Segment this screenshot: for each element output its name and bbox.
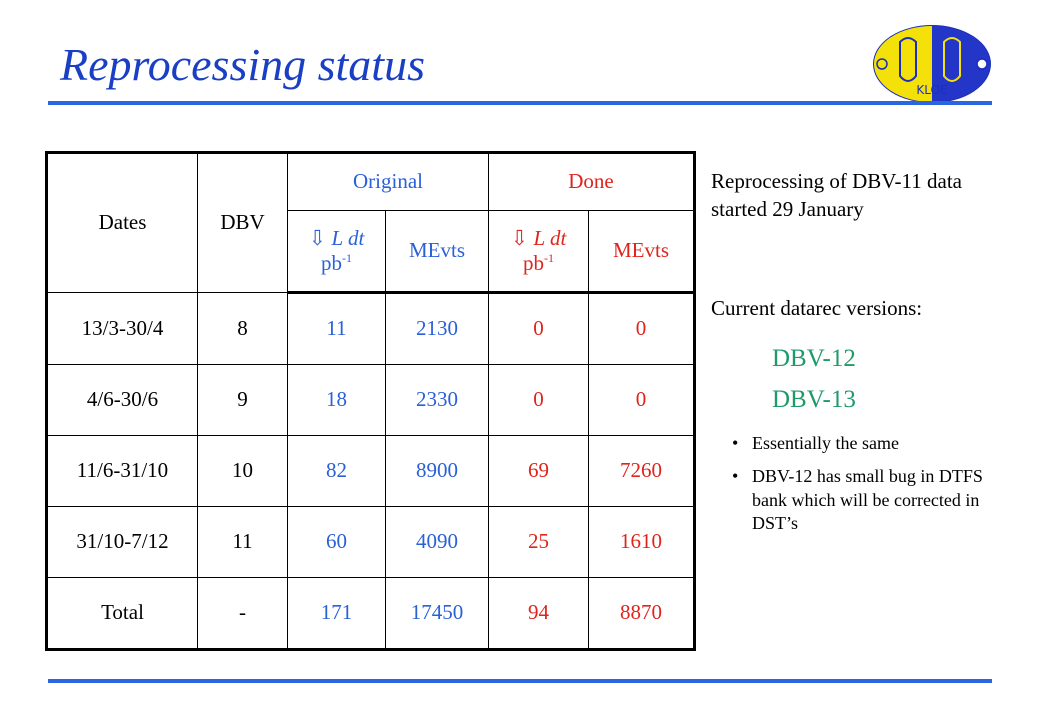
cell-done-lumi: 69 bbox=[488, 435, 590, 507]
svg-text:KLOE: KLOE bbox=[916, 83, 947, 97]
cell-orig-mevts: 8900 bbox=[384, 435, 490, 507]
version-dbv13: DBV-13 bbox=[772, 386, 856, 413]
reprocessing-table: Dates DBV Original Done ⇩ L dt pb-1 MEvt… bbox=[45, 151, 697, 651]
cell-done-mevts: 0 bbox=[588, 292, 696, 365]
header-original: Original bbox=[286, 152, 490, 211]
cell-dbv: 9 bbox=[197, 364, 288, 436]
cell-dates: 4/6-30/6 bbox=[46, 364, 198, 436]
header-done: Done bbox=[488, 152, 696, 211]
cell-orig-mevts: 2330 bbox=[384, 364, 490, 436]
cell-done-mevts: 1610 bbox=[588, 506, 696, 578]
reprocessing-note: Reprocessing of DBV-11 data started 29 J… bbox=[711, 167, 962, 224]
header-done-lumi: ⇩ L dt pb-1 bbox=[488, 210, 590, 294]
cell-orig-lumi: 82 bbox=[287, 435, 386, 507]
lumi-symbol: ⇩ L dt bbox=[510, 225, 567, 250]
table-row: 31/10-7/12 11 60 4090 25 1610 bbox=[46, 506, 696, 578]
header-done-mevts: MEvts bbox=[588, 210, 696, 294]
lumi-exponent: -1 bbox=[544, 251, 555, 265]
cell-done-lumi: 0 bbox=[488, 364, 590, 436]
lumi-exponent: -1 bbox=[342, 251, 352, 265]
table-row: 4/6-30/6 9 18 2330 0 0 bbox=[46, 364, 696, 436]
cell-dates: Total bbox=[46, 577, 198, 650]
kloe-logo: KLOE bbox=[873, 25, 991, 103]
header-dbv: DBV bbox=[197, 152, 288, 293]
cell-done-mevts: 0 bbox=[588, 364, 696, 436]
cell-orig-lumi: 171 bbox=[287, 577, 386, 650]
cell-dates: 31/10-7/12 bbox=[46, 506, 198, 578]
table-row: 13/3-30/4 8 11 2130 0 0 bbox=[46, 292, 696, 365]
cell-done-lumi: 25 bbox=[488, 506, 590, 578]
cell-orig-lumi: 60 bbox=[287, 506, 386, 578]
cell-orig-lumi: 11 bbox=[287, 292, 386, 365]
header-original-mevts: MEvts bbox=[384, 210, 490, 294]
cell-done-lumi: 94 bbox=[488, 577, 590, 650]
header-original-lumi: ⇩ L dt pb-1 bbox=[287, 210, 386, 294]
note-item: Essentially the same bbox=[730, 432, 1020, 456]
lumi-unit: pb bbox=[523, 251, 545, 275]
cell-dates: 13/3-30/4 bbox=[46, 292, 198, 365]
lumi-symbol: ⇩ L dt bbox=[308, 225, 365, 250]
cell-dbv: 11 bbox=[197, 506, 288, 578]
cell-dates: 11/6-31/10 bbox=[46, 435, 198, 507]
lumi-unit: pb bbox=[321, 251, 342, 275]
versions-heading: Current datarec versions: bbox=[711, 296, 923, 320]
table-row: Total -171 17450 94 8870 bbox=[46, 577, 696, 650]
page-title: Reprocessing status bbox=[60, 39, 425, 90]
header-dates: Dates bbox=[46, 152, 198, 293]
cell-done-mevts: 7260 bbox=[588, 435, 696, 507]
reprocessing-note-line1: Reprocessing of DBV-11 data bbox=[711, 169, 962, 193]
cell-done-mevts: 8870 bbox=[588, 577, 696, 650]
cell-orig-mevts: 17450 bbox=[384, 577, 490, 650]
cell-dbv: 10 bbox=[197, 435, 288, 507]
cell-orig-lumi: 18 bbox=[287, 364, 386, 436]
cell-done-lumi: 0 bbox=[488, 292, 590, 365]
cell-orig-mevts: 2130 bbox=[384, 292, 490, 365]
top-divider bbox=[48, 101, 992, 105]
table-row: 11/6-31/10 10 82 8900 69 7260 bbox=[46, 435, 696, 507]
reprocessing-note-line2: started 29 January bbox=[711, 197, 864, 222]
cell-dbv: - bbox=[197, 577, 288, 650]
bottom-divider bbox=[48, 679, 992, 683]
cell-orig-mevts: 4090 bbox=[384, 506, 490, 578]
version-dbv12: DBV-12 bbox=[772, 345, 856, 372]
note-item: DBV-12 has small bug in DTFS bank which … bbox=[730, 465, 1020, 535]
cell-dbv: 8 bbox=[197, 292, 288, 365]
notes-list: Essentially the same DBV-12 has small bu… bbox=[730, 432, 1020, 546]
